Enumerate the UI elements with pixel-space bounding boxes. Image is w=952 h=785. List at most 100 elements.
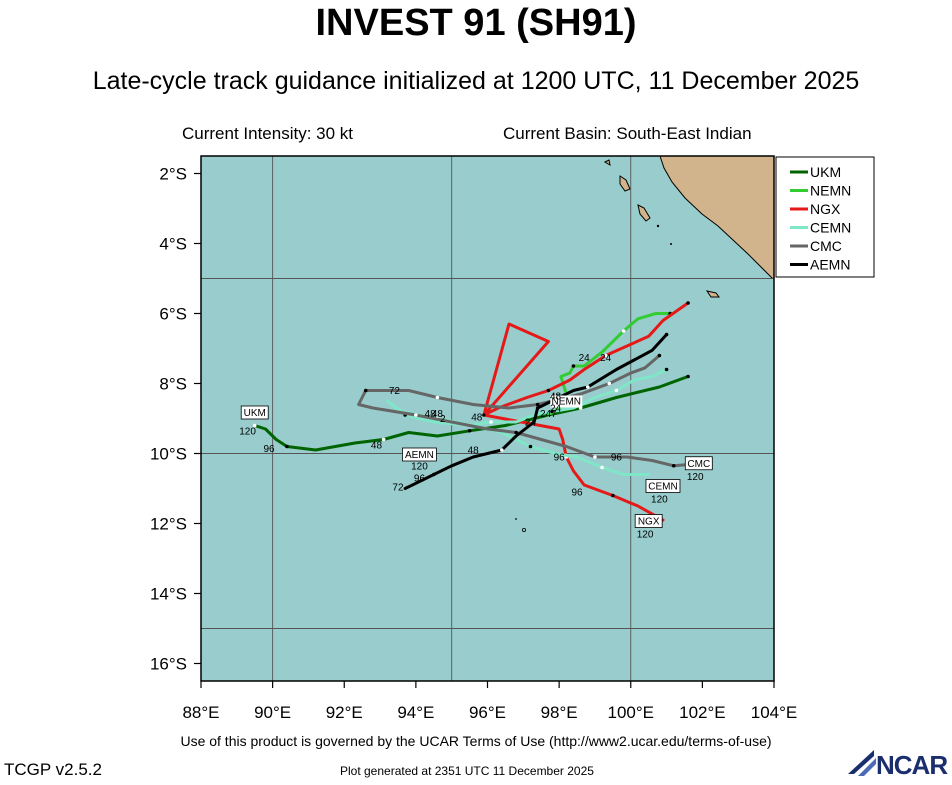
lon-tick-label: 90°E — [254, 703, 291, 722]
track-point — [489, 420, 493, 424]
forecast-hour-label: 72 — [389, 386, 401, 397]
lon-tick-label: 104°E — [751, 703, 798, 722]
legend-label-nemn: NEMN — [810, 183, 851, 199]
track-end-hour: 120 — [637, 530, 654, 541]
forecast-hour-label: 48 — [425, 409, 437, 420]
lat-tick-label: 8°S — [159, 375, 187, 394]
lat-tick-label: 6°S — [159, 305, 187, 324]
cluster-label: NEMN — [552, 397, 581, 408]
legend-label-ngx: NGX — [810, 201, 841, 217]
track-end-box — [634, 514, 663, 528]
page-subtitle: Late-cycle track guidance initialized at… — [92, 67, 860, 95]
forecast-hour-label: 96 — [554, 453, 566, 464]
islet-christmas — [522, 528, 527, 533]
lat-tick-label: 12°S — [150, 515, 187, 534]
track-point — [435, 395, 440, 400]
terms-of-use-text: Use of this product is governed by the U… — [180, 733, 772, 749]
track-point — [671, 463, 676, 468]
track-point — [614, 388, 619, 393]
track-point — [621, 329, 626, 333]
page-title: INVEST 91 (SH91) — [315, 2, 637, 44]
current-basin: Current Basin: South-East Indian — [503, 124, 752, 143]
forecast-hour-label: 72 — [392, 482, 404, 493]
forecast-hour-label: 96 — [263, 444, 275, 455]
lon-tick-label: 94°E — [397, 703, 434, 722]
lat-tick-label: 2°S — [159, 165, 187, 184]
lon-tick-label: 96°E — [469, 703, 506, 722]
track-point — [600, 465, 604, 470]
track-point — [664, 367, 669, 372]
island-siberut — [619, 175, 631, 192]
forecast-hour-label: 48 — [468, 446, 480, 457]
track-point — [585, 385, 590, 389]
cluster-label: 24 — [550, 404, 562, 415]
forecast-hour-label: 24 — [579, 353, 591, 364]
track-point — [603, 353, 608, 358]
cluster-label: 247 — [540, 409, 557, 420]
forecast-hour-label: 48 — [471, 412, 483, 423]
track-end-label: CMC — [687, 459, 710, 470]
track-end-label: NGX — [638, 517, 660, 528]
track-aemn — [403, 333, 669, 490]
lat-tick-label: 14°S — [150, 585, 187, 604]
track-point — [664, 332, 669, 337]
cluster-label: 48 — [432, 409, 444, 420]
track-end-box — [402, 447, 437, 462]
track-point — [528, 444, 533, 449]
version-label: TCGP v2.5.2 — [4, 760, 102, 779]
generated-timestamp: Plot generated at 2351 UTC 11 December 2… — [340, 764, 594, 778]
legend-label-aemn: AEMN — [810, 257, 850, 273]
track-ngx — [482, 301, 690, 522]
track-point — [571, 364, 576, 368]
track-point — [482, 413, 486, 417]
track-point — [657, 353, 662, 358]
track-point — [414, 413, 418, 417]
forecast-hour-label: 48 — [371, 440, 383, 451]
track-end-box — [240, 405, 269, 420]
track-point — [381, 437, 386, 442]
cluster-label-box — [550, 395, 583, 408]
track-point — [467, 428, 472, 433]
track-point — [285, 444, 289, 449]
lon-tick-label: 102°E — [679, 703, 726, 722]
ncar-logo-text: NCAR — [876, 750, 948, 780]
track-end-hour: 120 — [239, 426, 256, 437]
sumatra-land — [659, 156, 774, 280]
legend: UKM NEMN NGX CEMN CMC AEMN — [775, 156, 875, 278]
track-point — [546, 388, 551, 393]
track-end-hour: 120 — [687, 472, 704, 483]
track-point — [252, 423, 257, 428]
track-end-label: CEMN — [648, 482, 677, 493]
track-end-box — [684, 456, 713, 471]
lon-tick-label: 88°E — [182, 703, 219, 722]
track-point — [686, 374, 690, 379]
track-point — [593, 455, 597, 459]
islet — [670, 243, 672, 245]
lon-tick-label: 100°E — [607, 703, 654, 722]
track-point — [535, 402, 540, 407]
island-pagai — [705, 290, 720, 298]
lon-tick-label: 92°E — [326, 703, 363, 722]
lat-tick-label: 4°S — [159, 235, 187, 254]
cluster-label: 2 — [440, 414, 446, 425]
track-point — [550, 409, 554, 414]
forecast-hour-label: 96 — [414, 474, 426, 485]
legend-label-cemn: CEMN — [810, 220, 851, 236]
ncar-logo-mark-icon — [848, 750, 876, 776]
track-point — [611, 493, 615, 498]
ncar-logo: NCAR — [846, 746, 950, 780]
island-sipura — [637, 204, 651, 222]
track-point — [607, 381, 612, 386]
track-end-hour: 120 — [411, 461, 428, 472]
track-cmc — [357, 354, 711, 468]
track-ukm — [253, 375, 690, 452]
legend-box — [775, 156, 875, 278]
track-end-hour: 120 — [651, 495, 668, 506]
lat-tick-label: 16°S — [150, 655, 187, 674]
lon-tick-label: 98°E — [541, 703, 578, 722]
legend-label-cmc: CMC — [810, 238, 842, 254]
ocean-background — [201, 156, 774, 681]
island-nias — [603, 159, 611, 167]
cluster-label: 48 — [550, 391, 562, 402]
